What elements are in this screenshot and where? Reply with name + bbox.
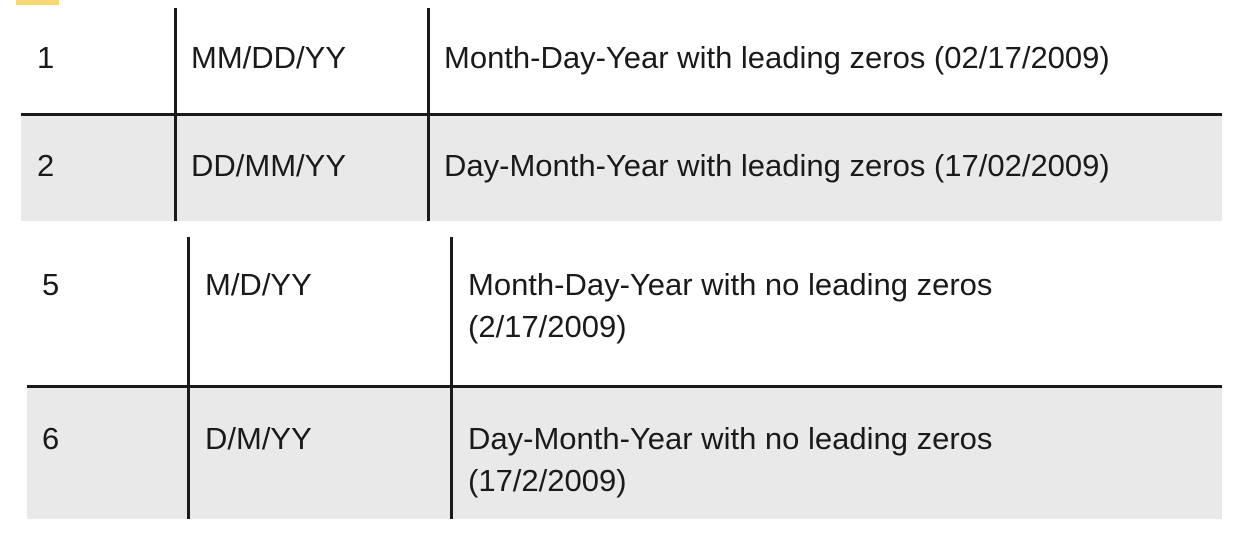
format-code: M/D/YY xyxy=(205,267,312,302)
row-number: 1 xyxy=(37,40,55,75)
row-number: 2 xyxy=(37,148,55,183)
table-row: 5 M/D/YY Month-Day-Year with no leading … xyxy=(27,237,1222,385)
format-code: MM/DD/YY xyxy=(191,40,346,75)
column-divider xyxy=(450,237,453,519)
format-description: Day-Month-Year with no leading zeros (17… xyxy=(468,421,993,498)
format-description: Day-Month-Year with leading zeros (17/02… xyxy=(444,148,1110,183)
column-divider xyxy=(174,8,177,221)
column-divider xyxy=(187,237,190,519)
row-divider xyxy=(27,385,1222,388)
table-row: 6 D/M/YY Day-Month-Year with no leading … xyxy=(27,388,1222,519)
format-description: Month-Day-Year with leading zeros (02/17… xyxy=(444,40,1110,75)
table-row: 1 MM/DD/YY Month-Day-Year with leading z… xyxy=(21,8,1222,113)
highlight-mark xyxy=(16,0,59,5)
date-format-table-bottom: 5 M/D/YY Month-Day-Year with no leading … xyxy=(27,237,1222,519)
table-row: 2 DD/MM/YY Day-Month-Year with leading z… xyxy=(21,116,1222,221)
column-divider xyxy=(427,8,430,221)
date-format-table-top: 1 MM/DD/YY Month-Day-Year with leading z… xyxy=(21,8,1222,221)
row-number: 5 xyxy=(42,267,60,302)
row-divider xyxy=(21,113,1222,116)
format-description: Month-Day-Year with no leading zeros (2/… xyxy=(468,267,993,344)
format-code: DD/MM/YY xyxy=(191,148,346,183)
row-number: 6 xyxy=(42,421,60,456)
format-code: D/M/YY xyxy=(205,421,312,456)
